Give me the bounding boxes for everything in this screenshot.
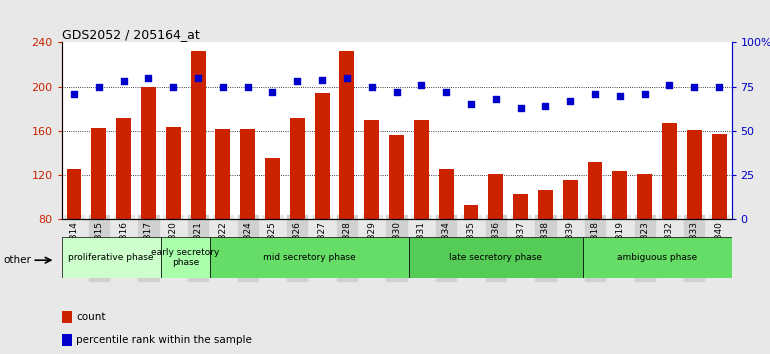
Bar: [66, 169, 82, 219]
Point: [316, 77, 328, 82]
Bar: [612, 171, 628, 219]
Bar: [563, 179, 578, 219]
Bar: [161, 237, 210, 278]
Point: [564, 98, 577, 104]
Text: mid secretory phase: mid secretory phase: [263, 253, 356, 262]
Bar: [290, 118, 305, 219]
Text: early secretory
phase: early secretory phase: [152, 248, 220, 267]
Bar: [439, 169, 454, 219]
Point: [440, 89, 452, 95]
Bar: [638, 174, 652, 219]
Bar: [265, 158, 280, 219]
Bar: [711, 134, 727, 219]
Point: [614, 93, 626, 98]
Point: [713, 84, 725, 90]
Bar: [488, 174, 504, 219]
Text: ambiguous phase: ambiguous phase: [617, 253, 697, 262]
Bar: [464, 205, 478, 219]
Bar: [216, 129, 230, 219]
Point: [68, 91, 80, 97]
Bar: [687, 130, 701, 219]
Point: [415, 82, 427, 88]
Text: late secretory phase: late secretory phase: [449, 253, 542, 262]
Point: [92, 84, 105, 90]
Bar: [409, 237, 583, 278]
Point: [142, 75, 155, 81]
Bar: [315, 93, 330, 219]
Bar: [414, 120, 429, 219]
Point: [118, 79, 130, 84]
Point: [266, 89, 279, 95]
Bar: [166, 126, 181, 219]
Point: [341, 75, 353, 81]
Bar: [141, 87, 156, 219]
Point: [490, 96, 502, 102]
Bar: [116, 118, 131, 219]
Bar: [538, 190, 553, 219]
Text: other: other: [4, 255, 32, 265]
Text: proliferative phase: proliferative phase: [69, 253, 154, 262]
Bar: [92, 128, 106, 219]
Point: [589, 91, 601, 97]
Bar: [662, 123, 677, 219]
Bar: [62, 237, 161, 278]
Bar: [62, 334, 72, 346]
Bar: [62, 312, 72, 323]
Bar: [340, 51, 354, 219]
Point: [390, 89, 403, 95]
Bar: [364, 120, 379, 219]
Point: [291, 79, 303, 84]
Point: [688, 84, 701, 90]
Point: [167, 84, 179, 90]
Text: GDS2052 / 205164_at: GDS2052 / 205164_at: [62, 28, 199, 41]
Point: [366, 84, 378, 90]
Point: [242, 84, 254, 90]
Bar: [588, 162, 602, 219]
Bar: [583, 237, 732, 278]
Point: [192, 75, 204, 81]
Point: [663, 82, 675, 88]
Point: [638, 91, 651, 97]
Text: percentile rank within the sample: percentile rank within the sample: [76, 335, 253, 346]
Point: [465, 102, 477, 107]
Text: count: count: [76, 312, 105, 322]
Bar: [513, 194, 528, 219]
Bar: [191, 51, 206, 219]
Point: [514, 105, 527, 111]
Point: [216, 84, 229, 90]
Point: [539, 103, 551, 109]
Bar: [389, 135, 404, 219]
Bar: [210, 237, 409, 278]
Bar: [240, 129, 255, 219]
